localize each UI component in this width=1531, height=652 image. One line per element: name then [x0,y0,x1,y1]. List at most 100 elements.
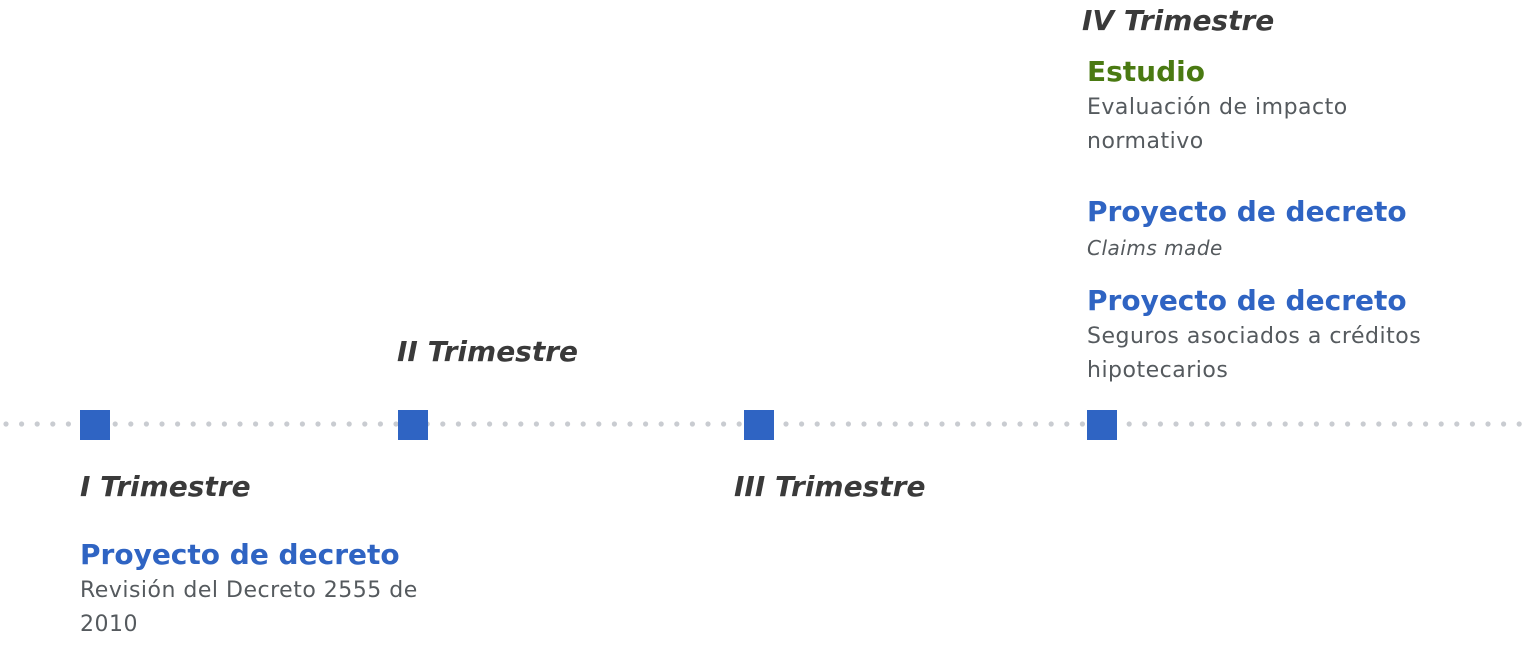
item-description: Seguros asociados a créditos hipotecario… [1087,324,1422,383]
q4-item-seguros-hipotecarios: Proyecto de decreto Seguros asociados a … [1087,282,1527,388]
timeline-dot [1267,421,1273,427]
timeline-dot [455,421,461,427]
timeline-dot [284,421,290,427]
quarter-label-q1: I Trimestre [80,470,251,503]
item-title: Proyecto de decreto [80,538,400,571]
timeline-dot [1204,421,1210,427]
timeline-dot [1485,421,1491,427]
timeline-dot [565,421,571,427]
timeline-dot [1142,421,1148,427]
timeline-dot [861,421,867,427]
timeline-dot [299,421,305,427]
timeline-dot [627,421,633,427]
q1-item-decreto-2555: Proyecto de decreto Revisión del Decreto… [80,536,520,642]
timeline-dot [643,421,649,427]
timeline-dot [1423,421,1429,427]
item-description: Revisión del Decreto 2555 de 2010 [80,578,418,637]
timeline-dot [315,421,321,427]
timeline-dot [221,421,227,427]
timeline-dot [1391,421,1397,427]
timeline-dot [1376,421,1382,427]
timeline-dot [892,421,898,427]
timeline-dot [689,421,696,427]
timeline-dot [175,421,181,427]
timeline-dot [1313,421,1319,427]
timeline-dot [50,421,56,427]
timeline-dot [1298,421,1304,427]
timeline-dot [1282,421,1288,427]
timeline-dot [705,421,711,427]
item-title: Proyecto de decreto [1087,195,1407,228]
timeline-dot [253,421,259,427]
timeline-dot [986,421,992,427]
timeline-dot [611,421,618,427]
timeline-dot [331,421,337,427]
timeline-dot [923,421,930,427]
timeline-dot [1126,421,1132,427]
timeline-dot [487,421,493,427]
timeline-dot [1017,421,1023,427]
marker-q4 [1087,410,1117,440]
timeline-dot [159,421,165,427]
timeline-dot [377,421,383,427]
timeline-dot [596,421,602,427]
item-description: Claims made [1087,236,1223,260]
timeline-dot [1251,421,1257,427]
timeline-dot [1345,421,1351,427]
timeline-dot [1048,421,1054,427]
quarter-label-q3: III Trimestre [734,470,926,503]
timeline-dot [128,421,134,427]
timeline-dot [237,421,243,427]
timeline-dot [908,421,914,427]
quarter-label-q4: IV Trimestre [1082,4,1275,37]
timeline-dot [65,421,71,427]
marker-q2 [398,410,428,440]
timeline-dot [1064,421,1070,427]
timeline-dot [502,421,508,427]
timeline-dot [112,421,118,427]
timeline-dot [674,421,680,427]
timeline-dot [143,421,149,427]
timeline-dot [471,421,477,427]
timeline-dot [1157,421,1163,427]
timeline-dot [830,421,836,427]
timeline-dot [970,421,976,427]
timeline-dot [1079,421,1085,427]
timeline-dot [1516,421,1522,427]
timeline-dot [1438,421,1444,427]
timeline-dot [533,421,540,427]
timeline-dot [721,421,727,427]
timeline-dot [799,421,805,427]
timeline-dot [3,421,9,427]
timeline-dot [1454,421,1460,427]
timeline-dot [1469,421,1475,427]
timeline-dot [362,421,368,427]
timeline-dot [939,421,945,427]
timeline-dot [1220,421,1226,427]
timeline-dot [1001,421,1008,427]
item-title: Proyecto de decreto [1087,284,1407,317]
timeline-dot [877,421,883,427]
marker-q3 [744,410,774,440]
timeline-dot [1329,421,1335,427]
q4-item-claims-made: Proyecto de decreto Claims made [1087,193,1527,265]
timeline-dot [206,421,212,427]
timeline-dot [1360,421,1366,427]
timeline-dot [549,421,555,427]
item-title: Estudio [1087,55,1205,88]
timeline-dot [1189,421,1195,427]
timeline-dot [1501,421,1507,427]
timeline-dot [658,421,664,427]
timeline-dot [845,421,852,427]
timeline-dot [190,421,196,427]
marker-q1 [80,410,110,440]
quarter-label-q2: II Trimestre [397,335,579,368]
timeline-dot [1173,421,1179,427]
timeline-dot [518,421,524,427]
timeline-dot [1235,421,1241,427]
timeline-dot [440,421,446,427]
timeline-dot [1407,421,1413,427]
timeline-dot [783,421,789,427]
timeline-dot [346,421,352,427]
